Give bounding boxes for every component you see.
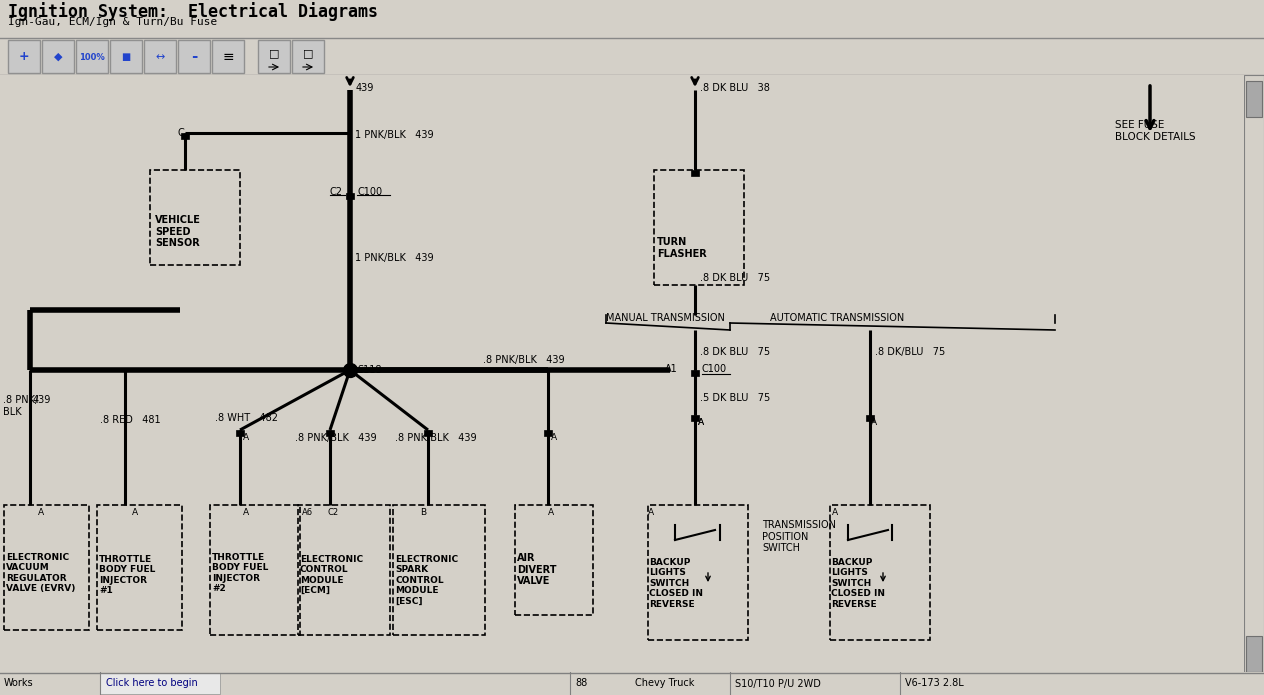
Text: A: A <box>38 508 44 517</box>
Bar <box>691 170 699 176</box>
Text: C100: C100 <box>702 364 727 374</box>
Text: 1 PNK/BLK   439: 1 PNK/BLK 439 <box>355 253 434 263</box>
Bar <box>210 505 300 635</box>
Text: B: B <box>420 508 426 517</box>
Text: THROTTLE
BODY FUEL
INJECTOR
#1: THROTTLE BODY FUEL INJECTOR #1 <box>99 555 155 595</box>
Bar <box>326 430 334 436</box>
Text: S10/T10 P/U 2WD: S10/T10 P/U 2WD <box>734 678 820 689</box>
Text: 439: 439 <box>356 83 374 93</box>
Text: ≡: ≡ <box>222 50 234 64</box>
Bar <box>393 505 485 635</box>
Bar <box>1246 81 1261 117</box>
Text: □: □ <box>303 48 313 58</box>
Text: .8 RED   481: .8 RED 481 <box>100 415 161 425</box>
Text: 88: 88 <box>575 678 588 689</box>
Text: .8 PNK/BLK   439: .8 PNK/BLK 439 <box>295 433 377 443</box>
Text: A: A <box>243 433 249 442</box>
Text: A: A <box>648 508 655 517</box>
Bar <box>42 40 75 73</box>
Text: A: A <box>243 508 249 517</box>
Bar <box>236 430 244 436</box>
Text: .8 PNK/
BLK: .8 PNK/ BLK <box>3 395 38 416</box>
Text: +: + <box>19 51 29 63</box>
Text: Works: Works <box>4 678 34 689</box>
Text: Chevy Truck: Chevy Truck <box>635 678 694 689</box>
Text: A: A <box>551 433 557 442</box>
Text: ELECTRONIC
CONTROL
MODULE
[ECM]: ELECTRONIC CONTROL MODULE [ECM] <box>300 555 363 595</box>
Text: A: A <box>698 418 704 427</box>
Bar <box>110 40 142 73</box>
Text: .8 DK/BLU   75: .8 DK/BLU 75 <box>875 347 945 357</box>
Bar <box>691 370 699 376</box>
Text: C100: C100 <box>356 187 382 197</box>
Text: S118: S118 <box>356 365 382 375</box>
Text: A: A <box>832 508 838 517</box>
Bar <box>144 40 176 73</box>
Text: BACKUP
LIGHTS
SWITCH
CLOSED IN
REVERSE: BACKUP LIGHTS SWITCH CLOSED IN REVERSE <box>830 558 885 609</box>
Bar <box>8 40 40 73</box>
Text: 100%: 100% <box>80 53 105 61</box>
Text: ELECTRONIC
VACUUM
REGULATOR
VALVE (EVRV): ELECTRONIC VACUUM REGULATOR VALVE (EVRV) <box>6 553 76 594</box>
Text: -: - <box>191 49 197 65</box>
Bar <box>4 505 88 630</box>
Text: .8 DK BLU   75: .8 DK BLU 75 <box>700 273 770 283</box>
Bar <box>181 133 190 139</box>
Text: .5 DK BLU   75: .5 DK BLU 75 <box>700 393 770 403</box>
Bar <box>648 505 748 640</box>
Text: C2: C2 <box>330 187 343 197</box>
Bar <box>298 505 391 635</box>
Text: V6-173 2.8L: V6-173 2.8L <box>905 678 963 689</box>
Text: VEHICLE
SPEED
SENSOR: VEHICLE SPEED SENSOR <box>155 215 201 248</box>
Bar <box>100 673 220 694</box>
Text: A1: A1 <box>665 364 678 374</box>
Text: ◆: ◆ <box>54 52 62 62</box>
Text: MANUAL TRANSMISSION: MANUAL TRANSMISSION <box>605 313 724 323</box>
Text: Ignition System:  Electrical Diagrams: Ignition System: Electrical Diagrams <box>8 2 378 21</box>
Text: TRANSMISSION
POSITION
SWITCH: TRANSMISSION POSITION SWITCH <box>762 520 836 553</box>
Text: .8 PNK/BLK   439: .8 PNK/BLK 439 <box>394 433 477 443</box>
Bar <box>830 505 930 640</box>
Bar <box>97 505 182 630</box>
Text: Ign-Gau, ECM/Ign & Turn/Bu Fuse: Ign-Gau, ECM/Ign & Turn/Bu Fuse <box>8 17 217 27</box>
Text: .8 WHT   482: .8 WHT 482 <box>215 413 278 423</box>
Bar <box>1246 636 1261 672</box>
Text: A: A <box>131 508 138 517</box>
Text: AUTOMATIC TRANSMISSION: AUTOMATIC TRANSMISSION <box>770 313 904 323</box>
Text: 439: 439 <box>33 395 52 405</box>
Text: Click here to begin: Click here to begin <box>106 678 197 689</box>
Text: BACKUP
LIGHTS
SWITCH
CLOSED IN
REVERSE: BACKUP LIGHTS SWITCH CLOSED IN REVERSE <box>648 558 703 609</box>
Bar <box>544 430 552 436</box>
Bar <box>346 193 354 199</box>
Text: A: A <box>698 418 704 427</box>
Bar <box>76 40 107 73</box>
Text: AIR
DIVERT
VALVE: AIR DIVERT VALVE <box>517 553 556 586</box>
Text: .8 DK BLU   38: .8 DK BLU 38 <box>700 83 770 93</box>
Bar <box>292 40 324 73</box>
Text: ■: ■ <box>121 52 130 62</box>
Text: ↔: ↔ <box>155 52 164 62</box>
Bar <box>178 40 210 73</box>
Text: C: C <box>177 128 183 138</box>
Bar <box>423 430 432 436</box>
Text: TURN
FLASHER: TURN FLASHER <box>657 237 707 259</box>
Text: ELECTRONIC
SPARK
CONTROL
MODULE
[ESC]: ELECTRONIC SPARK CONTROL MODULE [ESC] <box>394 555 458 605</box>
Text: .8 PNK/BLK   439: .8 PNK/BLK 439 <box>483 355 565 365</box>
Text: SEE FUSE
BLOCK DETAILS: SEE FUSE BLOCK DETAILS <box>1115 120 1196 142</box>
Text: C2: C2 <box>327 508 339 517</box>
Bar <box>653 170 744 285</box>
Bar <box>866 415 873 421</box>
Bar <box>691 415 699 421</box>
Text: .8 DK BLU   75: .8 DK BLU 75 <box>700 347 770 357</box>
Text: □: □ <box>269 48 279 58</box>
Text: A6: A6 <box>302 508 313 517</box>
Bar <box>212 40 244 73</box>
Bar <box>258 40 289 73</box>
Text: 1 PNK/BLK   439: 1 PNK/BLK 439 <box>355 130 434 140</box>
Text: THROTTLE
BODY FUEL
INJECTOR
#2: THROTTLE BODY FUEL INJECTOR #2 <box>212 553 268 594</box>
Bar <box>150 170 240 265</box>
Bar <box>514 505 593 615</box>
Text: A: A <box>549 508 554 517</box>
Text: A: A <box>871 418 877 427</box>
